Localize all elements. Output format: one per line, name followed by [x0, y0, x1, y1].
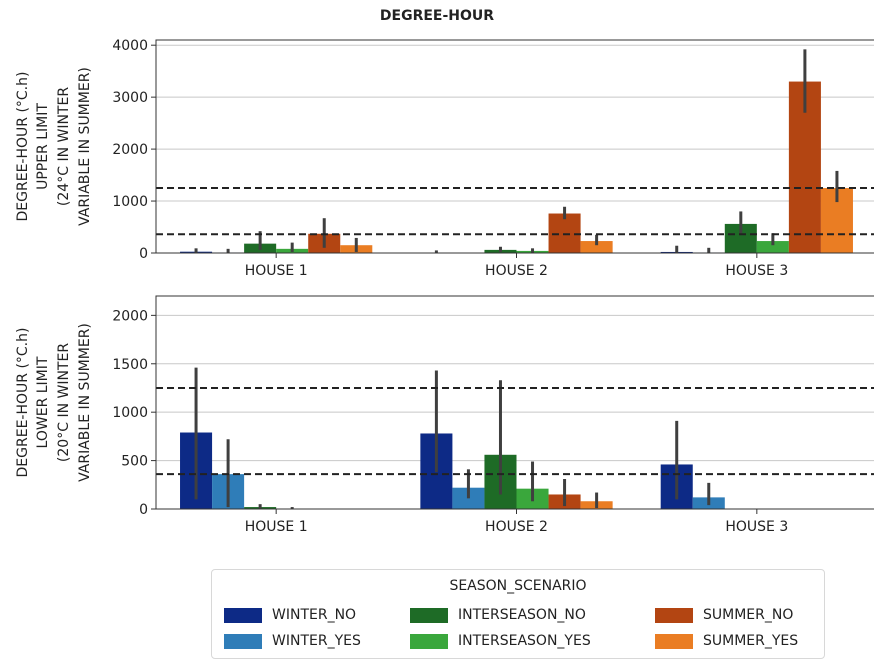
legend-swatch	[410, 634, 448, 649]
y-axis-label: (20°C IN WINTER	[56, 343, 72, 462]
x-tick-label: HOUSE 1	[245, 519, 308, 535]
x-tick-label: HOUSE 2	[485, 263, 548, 279]
axes-frame	[156, 40, 874, 253]
legend-label: WINTER_YES	[272, 633, 361, 649]
y-tick-label: 3000	[112, 90, 148, 106]
y-tick-label: 1000	[112, 194, 148, 210]
legend-label: INTERSEASON_YES	[458, 633, 591, 649]
bar	[549, 214, 581, 253]
y-axis-label: UPPER LIMIT	[35, 103, 51, 190]
y-tick-label: 1000	[112, 405, 148, 421]
legend-label: INTERSEASON_NO	[458, 607, 586, 623]
legend-swatch	[410, 608, 448, 623]
x-tick-label: HOUSE 2	[485, 519, 548, 535]
legend-title: SEASON_SCENARIO	[212, 578, 824, 594]
x-tick-label: HOUSE 3	[725, 519, 788, 535]
y-axis-label: VARIABLE IN SUMMER)	[77, 67, 93, 226]
legend-swatch	[655, 608, 693, 623]
y-tick-label: 2000	[112, 142, 148, 158]
x-tick-label: HOUSE 3	[725, 263, 788, 279]
chart-panel-1: 0 1000 2000 3000 4000 HOUSE 1 HOUSE 2 HOUSE 3 DE…	[15, 38, 874, 279]
y-axis-label: DEGREE-HOUR (°C.h)	[15, 328, 31, 478]
legend-label: SUMMER_YES	[703, 633, 798, 649]
y-axis-label: DEGREE-HOUR (°C.h)	[15, 72, 31, 222]
legend-label: SUMMER_NO	[703, 607, 793, 623]
x-tick-label: HOUSE 1	[245, 263, 308, 279]
y-tick-label: 4000	[112, 38, 148, 54]
legend-label: WINTER_NO	[272, 607, 356, 623]
y-axis-label: VARIABLE IN SUMMER)	[77, 323, 93, 482]
y-tick-label: 0	[139, 246, 148, 262]
legend-swatch	[655, 634, 693, 649]
legend-swatch	[224, 608, 262, 623]
y-axis-label: LOWER LIMIT	[35, 356, 51, 448]
y-tick-label: 2000	[112, 308, 148, 324]
y-tick-label: 500	[121, 454, 148, 470]
y-tick-label: 1500	[112, 357, 148, 373]
chart-panel-2: 0 500 1000 1500 2000 HOUSE 1 HOUSE 2 HOUSE 3 DEG…	[15, 296, 874, 535]
y-tick-label: 0	[139, 502, 148, 518]
legend: SEASON_SCENARIO WINTER_NO INTERSEASON_NO…	[211, 569, 825, 659]
y-axis-label: (24°C IN WINTER	[56, 87, 72, 206]
legend-swatch	[224, 634, 262, 649]
